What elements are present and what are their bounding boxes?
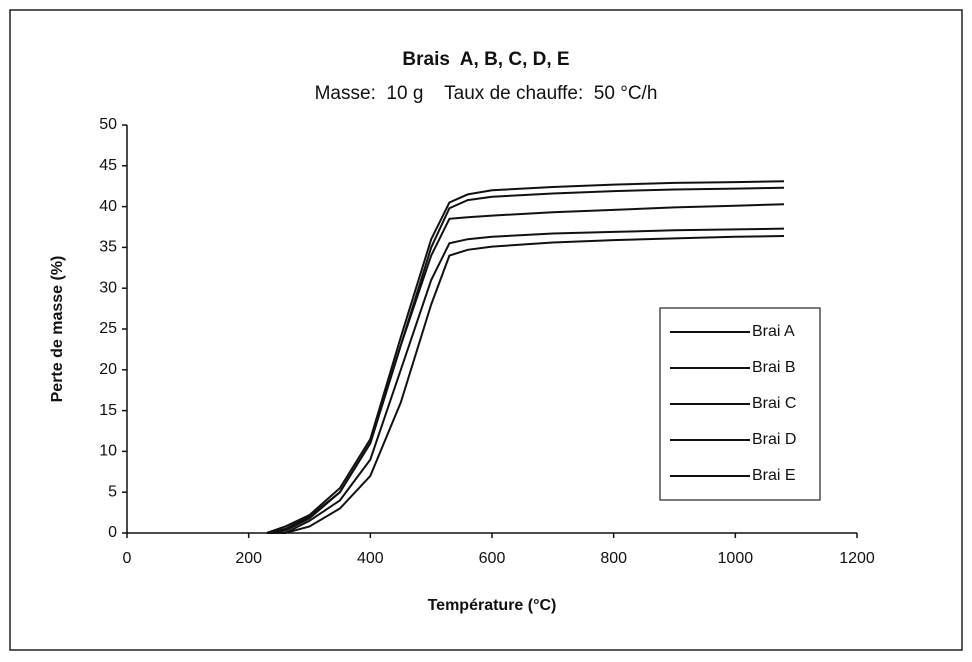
series-line [266,235,785,534]
x-tick-label: 600 [479,550,506,567]
y-axis-label: Perte de masse (%) [49,256,66,403]
y-tick-label: 40 [99,198,117,215]
y-tick-label: 45 [99,157,117,174]
legend-label: Brai B [752,359,796,376]
y-tick-label: 10 [99,443,117,460]
chart-subtitle: Masse: 10 g Taux de chauffe: 50 °C/h [315,83,658,104]
x-tick-label: 800 [600,550,627,567]
y-tick-label: 20 [99,361,117,378]
y-tick-label: 35 [99,239,117,256]
x-tick-label: 200 [235,550,262,567]
series-line [266,227,785,534]
y-tick-label: 0 [108,524,117,541]
chart-title: Brais A, B, C, D, E [402,49,569,70]
legend-label: Brai E [752,467,796,484]
series-line [266,180,785,534]
y-tick-label: 5 [108,483,117,500]
x-tick-label: 1200 [839,550,875,567]
series-line [266,203,785,534]
x-axis-label: Température (°C) [428,597,557,614]
y-tick-label: 15 [99,402,117,419]
legend-label: Brai D [752,431,796,448]
x-tick-label: 1000 [718,550,754,567]
legend-label: Brai C [752,395,796,412]
x-tick-label: 0 [123,550,132,567]
y-tick-label: 30 [99,279,117,296]
x-tick-label: 400 [357,550,384,567]
y-tick-label: 25 [99,320,117,337]
legend-label: Brai A [752,323,795,340]
y-tick-label: 50 [99,116,117,133]
